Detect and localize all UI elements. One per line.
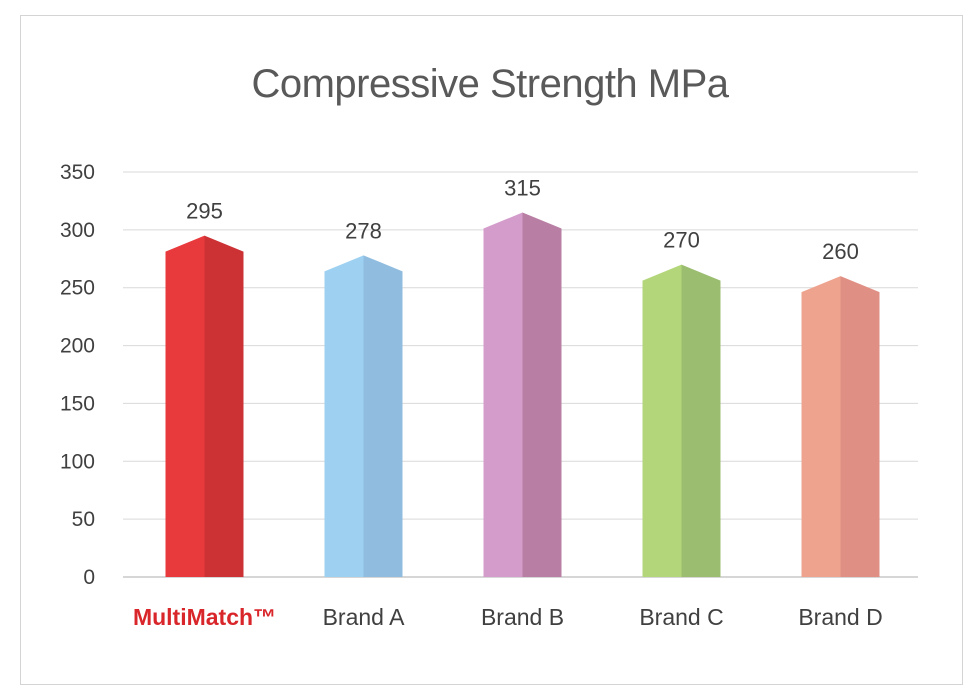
data-label: 315 (504, 176, 541, 201)
bar-side (363, 255, 403, 578)
bar-side (681, 264, 721, 577)
y-tick-label: 250 (60, 277, 95, 300)
y-tick-label: 300 (60, 219, 95, 242)
y-tick-label: 0 (83, 566, 95, 589)
bar-side (840, 276, 880, 577)
bar (642, 264, 682, 577)
category-label: Brand B (481, 604, 564, 630)
chart-title: Compressive Strength MPa (251, 62, 729, 106)
data-label: 278 (345, 218, 382, 243)
category-label: Brand A (323, 604, 405, 630)
category-label: Brand C (639, 604, 723, 630)
y-tick-label: 100 (60, 450, 95, 473)
data-label: 295 (186, 199, 223, 224)
y-tick-label: 200 (60, 335, 95, 358)
bar-side (522, 212, 562, 577)
y-tick-label: 50 (72, 508, 95, 531)
bar (324, 255, 364, 578)
y-tick-label: 350 (60, 161, 95, 184)
category-label: Brand D (798, 604, 882, 630)
y-tick-label: 150 (60, 392, 95, 415)
bar (483, 212, 523, 577)
bar (165, 235, 205, 577)
data-label: 260 (822, 239, 859, 264)
bar-side (204, 235, 244, 577)
category-label-highlight: MultiMatch™ (133, 604, 276, 630)
data-label: 270 (663, 228, 700, 253)
bar (801, 276, 841, 577)
